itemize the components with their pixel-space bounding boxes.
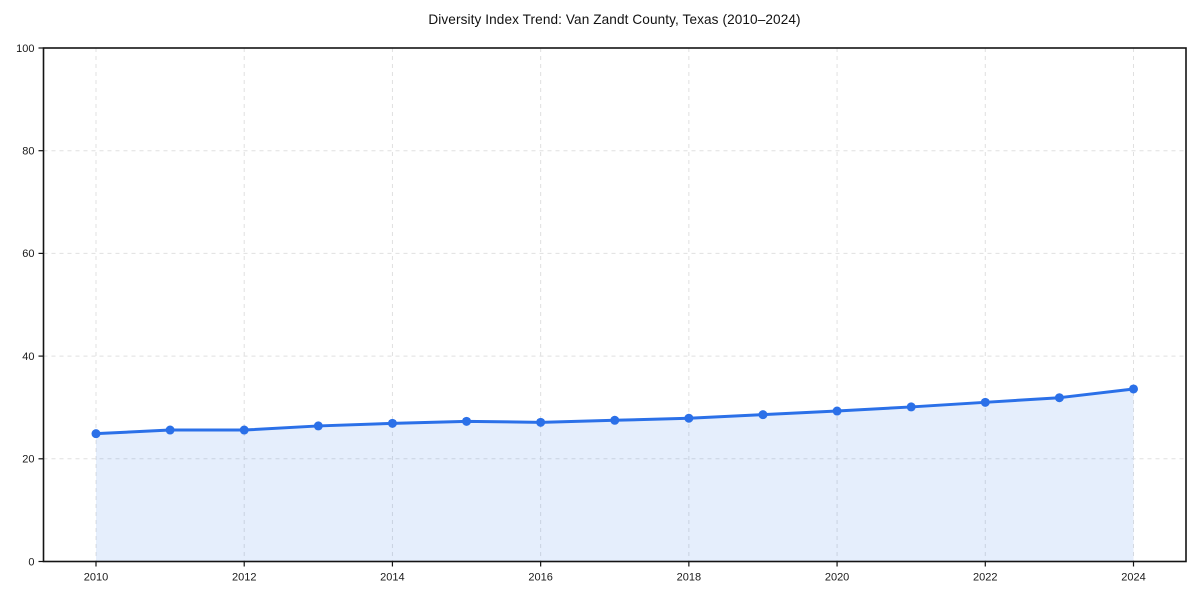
data-point: [1129, 384, 1138, 394]
data-point: [165, 425, 175, 435]
x-tick-label: 2018: [677, 572, 701, 584]
data-point: [462, 416, 472, 426]
data-point: [758, 410, 768, 420]
data-point: [980, 397, 990, 407]
data-point: [906, 402, 916, 412]
data-point: [610, 415, 620, 425]
x-tick-label: 2020: [825, 572, 849, 584]
data-point: [239, 425, 249, 435]
plot-border: [42, 47, 1187, 563]
y-tick-label: 20: [22, 454, 34, 466]
y-tick-label: 80: [22, 146, 34, 158]
data-point: [387, 418, 397, 428]
y-tick-label: 0: [28, 556, 34, 568]
y-tick-label: 40: [22, 351, 34, 363]
area-fill: [96, 388, 1134, 562]
data-point: [313, 421, 323, 431]
chart-title: Diversity Index Trend: Van Zandt County,…: [428, 12, 801, 27]
x-tick-label: 2010: [84, 572, 108, 584]
data-point: [536, 417, 546, 427]
y-tick-label: 100: [16, 43, 34, 55]
y-tick-label: 60: [22, 248, 34, 260]
x-tick-label: 2014: [380, 572, 404, 584]
x-tick-label: 2012: [232, 572, 256, 584]
data-point: [1054, 393, 1064, 403]
x-tick-label: 2024: [1121, 572, 1145, 584]
data-point: [91, 429, 101, 439]
x-tick-label: 2022: [973, 572, 997, 584]
x-tick-label: 2016: [528, 572, 552, 584]
data-point: [832, 406, 842, 416]
data-point: [684, 413, 694, 423]
